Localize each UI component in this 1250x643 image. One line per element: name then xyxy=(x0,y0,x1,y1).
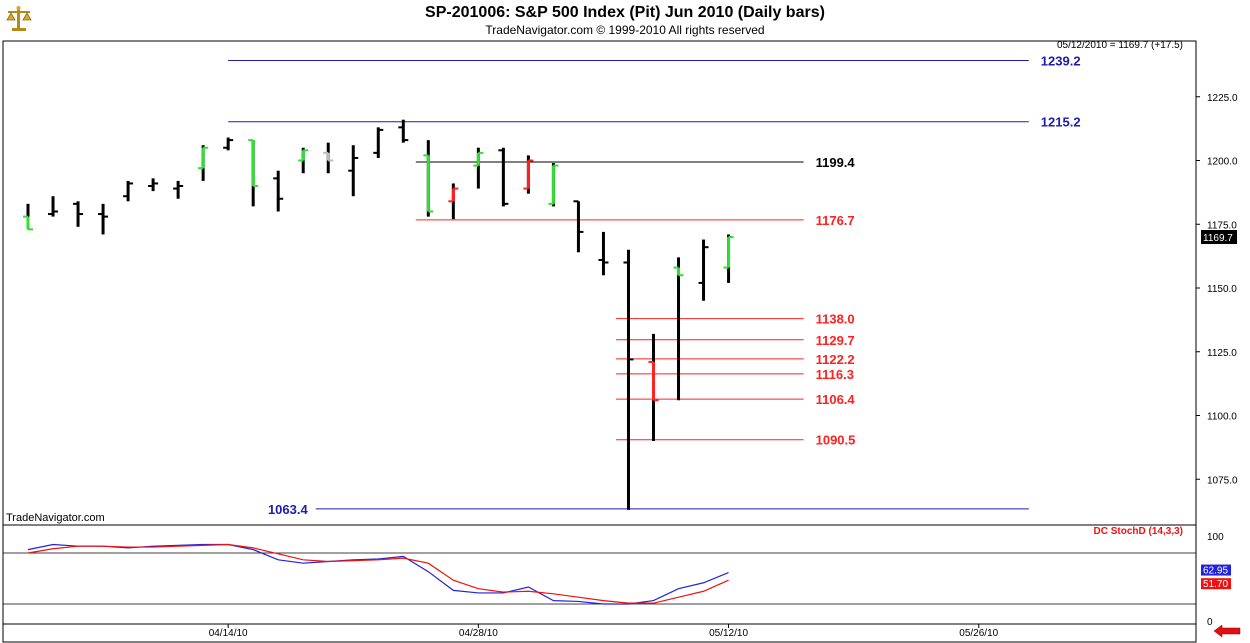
level-label: 1138.0 xyxy=(816,312,855,327)
axis-layer: 1075.0 1100.0 1125.0 1150.0 1175.0 1200.0 1225… xyxy=(209,93,1238,639)
ohlc-bar xyxy=(648,333,659,441)
stoch-series-d xyxy=(27,543,729,604)
level-label: 1239.2 xyxy=(1041,54,1081,69)
y-tick-label: 1225.0 xyxy=(1207,93,1238,104)
ohlc-bar xyxy=(623,249,634,510)
stoch-last-label: 62.95 xyxy=(1203,566,1228,577)
ohlc-bar xyxy=(23,203,33,231)
stoch-last-box xyxy=(1201,564,1231,576)
ohlc-bar xyxy=(98,203,109,235)
stoch-last-box xyxy=(1201,578,1231,590)
chart-title: SP-201006: S&P 500 Index (Pit) Jun 2010 … xyxy=(425,4,825,21)
x-tick-label: 04/28/10 xyxy=(459,628,498,639)
level-label: 1176.7 xyxy=(816,213,855,228)
level-label: 1129.7 xyxy=(816,333,855,348)
level-label: 1116.3 xyxy=(816,367,854,382)
ohlc-bar xyxy=(273,170,284,212)
ohlc-bar xyxy=(198,145,209,181)
ohlc-bar xyxy=(548,163,559,207)
ohlc-bar xyxy=(173,180,184,199)
ohlc-bar xyxy=(723,234,734,283)
ohlc-bar xyxy=(48,196,59,217)
ohlc-bar xyxy=(248,139,259,207)
stoch-tick-label: 100 xyxy=(1207,532,1224,543)
ohlc-bar xyxy=(423,140,434,217)
ohlc-bar xyxy=(398,119,409,143)
ohlc-bar xyxy=(673,257,684,401)
ohlc-bar xyxy=(298,147,309,174)
stoch-title: DC StochD (14,3,3) xyxy=(1094,526,1183,537)
x-tick-label: 04/14/10 xyxy=(209,628,248,639)
watermark: TradeNavigator.com xyxy=(6,512,105,524)
ohlc-bar xyxy=(73,201,84,227)
last-price-label: 1169.7 xyxy=(1203,233,1233,244)
ohlc-bar xyxy=(498,147,509,207)
y-tick-label: 1075.0 xyxy=(1207,475,1238,486)
stoch-tick-label: 0 xyxy=(1207,617,1213,628)
stoch-layer xyxy=(3,543,1196,605)
stoch-panel xyxy=(2,524,1197,625)
scales-icon xyxy=(4,4,34,39)
level-label: 1063.4 xyxy=(268,502,309,517)
ohlc-bar xyxy=(473,147,484,189)
y-tick-label: 1100.0 xyxy=(1207,412,1237,423)
ohlc-bar xyxy=(698,239,709,301)
ohlc-bar xyxy=(523,155,534,194)
price-panel xyxy=(2,40,1197,526)
last-readout: 05/12/2010 = 1169.7 (+17.5) xyxy=(1057,40,1183,51)
ohlc-bar xyxy=(323,142,334,174)
level-label: 1106.4 xyxy=(816,392,856,407)
ohlc-bar xyxy=(148,178,159,192)
y-tick-label: 1125.0 xyxy=(1207,348,1237,359)
date-axis xyxy=(2,623,1197,643)
price-layer: 1239.2 1215.2 1199.4 1176.7 1138.0 1129.7 1122… xyxy=(23,54,1081,517)
scroll-left-arrow-icon[interactable] xyxy=(1213,624,1241,638)
y-tick-label: 1200.0 xyxy=(1207,157,1238,168)
stoch-last-label: 51.70 xyxy=(1203,579,1228,590)
chart-subtitle: TradeNavigator.com © 1999-2010 All right… xyxy=(485,23,765,37)
ohlc-bar xyxy=(348,145,359,197)
level-label: 1090.5 xyxy=(816,433,856,448)
y-tick-label: 1150.0 xyxy=(1207,284,1237,295)
ohlc-bar xyxy=(373,127,384,158)
last-price-box xyxy=(1201,230,1237,244)
level-label: 1122.2 xyxy=(816,352,855,367)
ohlc-bar xyxy=(223,137,234,151)
y-tick-label: 1175.0 xyxy=(1207,220,1237,231)
level-label: 1199.4 xyxy=(816,155,856,170)
ohlc-bar xyxy=(598,231,609,276)
ohlc-bar xyxy=(573,200,584,253)
ohlc-bar xyxy=(448,183,459,220)
ohlc-bar xyxy=(123,180,134,202)
level-label: 1215.2 xyxy=(1041,115,1081,130)
x-tick-label: 05/12/10 xyxy=(709,628,748,639)
x-tick-label: 05/26/10 xyxy=(959,628,998,639)
